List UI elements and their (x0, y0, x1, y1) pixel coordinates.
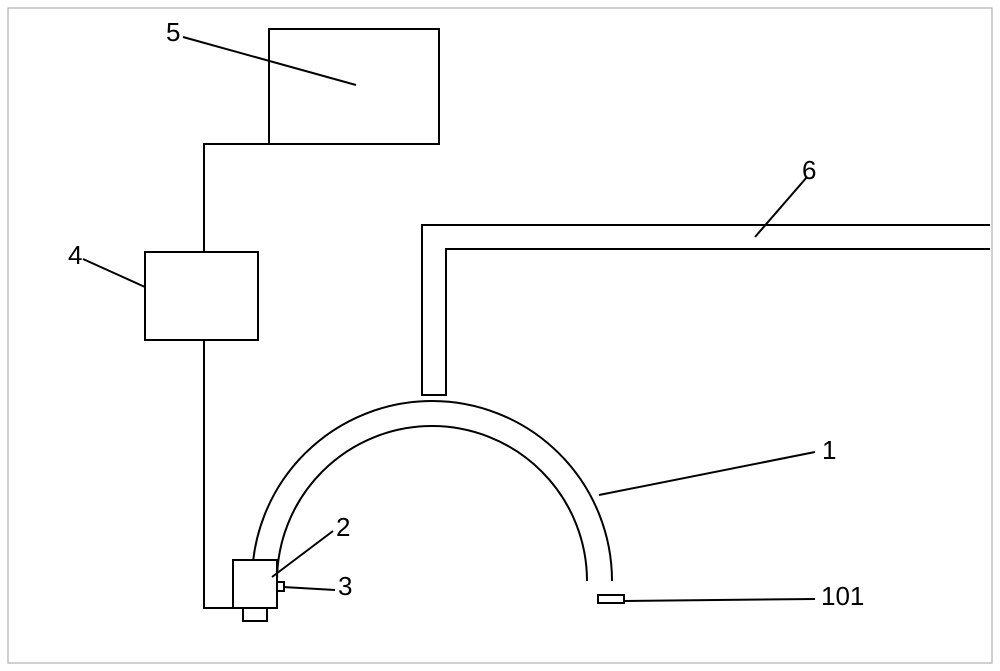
label-3: 3 (338, 571, 352, 602)
label-2: 2 (336, 512, 350, 543)
diagram-root: 1 2 3 4 5 6 101 (0, 0, 1000, 671)
label-6: 6 (802, 155, 816, 186)
label-5: 5 (166, 17, 180, 48)
label-4: 4 (68, 240, 82, 271)
label-101: 101 (821, 581, 864, 612)
diagram-svg (0, 0, 1000, 671)
label-1: 1 (822, 435, 836, 466)
